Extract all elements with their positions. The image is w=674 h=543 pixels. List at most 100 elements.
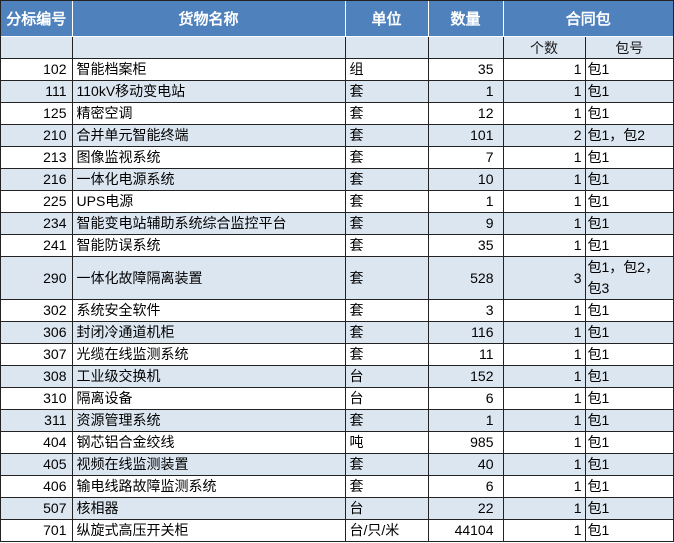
cell-pkg-count: 1 [503, 80, 586, 103]
cell-pkg-no: 包1 [585, 453, 674, 476]
cell-pkg-count: 2 [503, 124, 586, 147]
table-row: 225 UPS电源套 1 1 包1 [1, 190, 674, 213]
cell-name: 钢芯铝合金绞线 [72, 431, 346, 454]
cell-qty: 40 [428, 453, 504, 476]
cell-pkg-no: 包1 [585, 212, 674, 235]
header-qty-spacer [428, 36, 504, 59]
cell-qty: 1 [428, 190, 504, 213]
cell-bid: 306 [1, 321, 73, 344]
table-row: 311 资源管理系统套 1 1 包1 [1, 409, 674, 432]
cell-name: 智能变电站辅助系统综合监控平台 [72, 212, 346, 235]
cell-bid: 111 [1, 80, 73, 103]
cell-unit: 套 [345, 146, 429, 169]
cell-qty: 35 [428, 234, 504, 257]
table-row: 507 核相器台 22 1 包1 [1, 497, 674, 520]
cell-pkg-count: 1 [503, 168, 586, 191]
cell-qty: 116 [428, 321, 504, 344]
cell-qty: 12 [428, 102, 504, 125]
cell-name: 视频在线监测装置 [72, 453, 346, 476]
cell-name: UPS电源 [72, 190, 346, 213]
cell-bid: 225 [1, 190, 73, 213]
cell-pkg-no: 包1 [585, 387, 674, 410]
cell-bid: 302 [1, 299, 73, 322]
cell-name: 智能防误系统 [72, 234, 346, 257]
cell-pkg-no: 包1 [585, 102, 674, 125]
cell-name: 图像监视系统 [72, 146, 346, 169]
cell-qty: 152 [428, 365, 504, 388]
header-package-count: 个数 [503, 36, 586, 59]
header-quantity: 数量 [428, 1, 504, 37]
cell-name: 纵旋式高压开关柜 [72, 519, 346, 541]
cell-unit: 套 [345, 409, 429, 432]
cell-bid: 406 [1, 475, 73, 498]
cell-qty: 22 [428, 497, 504, 520]
cell-qty: 6 [428, 387, 504, 410]
cell-unit: 台 [345, 365, 429, 388]
cell-bid: 213 [1, 146, 73, 169]
table-row: 404 钢芯铝合金绞线吨 985 1 包1 [1, 431, 674, 454]
cell-bid: 701 [1, 519, 73, 541]
cell-pkg-count: 1 [503, 102, 586, 125]
cell-pkg-no: 包1 [585, 519, 674, 541]
cell-bid: 405 [1, 453, 73, 476]
cell-name: 精密空调 [72, 102, 346, 125]
cell-unit: 套 [345, 124, 429, 147]
cell-pkg-no: 包1 [585, 58, 674, 81]
cell-bid: 290 [1, 256, 73, 300]
cell-pkg-no: 包1 [585, 80, 674, 103]
cell-pkg-no: 包1 [585, 146, 674, 169]
cell-unit: 套 [345, 80, 429, 103]
cell-name: 输电线路故障监测系统 [72, 475, 346, 498]
cell-name: 一体化故障隔离装置 [72, 256, 346, 300]
table-row: 111 110kV移动变电站套 1 1 包1 [1, 80, 674, 103]
cell-unit: 套 [345, 234, 429, 257]
cell-qty: 985 [428, 431, 504, 454]
cell-bid: 216 [1, 168, 73, 191]
cell-unit: 套 [345, 190, 429, 213]
cell-unit: 套 [345, 256, 429, 300]
cell-bid: 102 [1, 58, 73, 81]
table-row: 307 光缆在线监测系统套 11 1 包1 [1, 343, 674, 366]
cell-pkg-count: 1 [503, 519, 586, 541]
cell-pkg-no: 包1 [585, 475, 674, 498]
cell-name: 资源管理系统 [72, 409, 346, 432]
cell-name: 合并单元智能终端 [72, 124, 346, 147]
cell-pkg-count: 1 [503, 365, 586, 388]
cell-unit: 台 [345, 387, 429, 410]
table-row: 310 隔离设备台 6 1 包1 [1, 387, 674, 410]
table-row: 213 图像监视系统套 7 1 包1 [1, 146, 674, 169]
cell-qty: 10 [428, 168, 504, 191]
cell-pkg-no: 包1 [585, 168, 674, 191]
cell-unit: 套 [345, 475, 429, 498]
cell-unit: 套 [345, 168, 429, 191]
cell-bid: 311 [1, 409, 73, 432]
cell-qty: 6 [428, 475, 504, 498]
table-row: 302 系统安全软件套 3 1 包1 [1, 299, 674, 322]
table-row: 406 输电线路故障监测系统套 6 1 包1 [1, 475, 674, 498]
cell-unit: 套 [345, 102, 429, 125]
cell-pkg-no: 包1 [585, 299, 674, 322]
table-row: 241 智能防误系统套 35 1 包1 [1, 234, 674, 257]
cell-pkg-no: 包1 [585, 234, 674, 257]
table-row: 234 智能变电站辅助系统综合监控平台套 9 1 包1 [1, 212, 674, 235]
table-row: 701 纵旋式高压开关柜 台/只/米 44104 1 包1 [1, 519, 674, 541]
table-row: 306 封闭冷通道机柜套 116 1 包1 [1, 321, 674, 344]
header-bid-spacer [1, 36, 73, 59]
cell-pkg-no: 包1 [585, 343, 674, 366]
cell-bid: 404 [1, 431, 73, 454]
cell-pkg-count: 1 [503, 321, 586, 344]
cell-bid: 210 [1, 124, 73, 147]
cell-qty: 101 [428, 124, 504, 147]
cell-pkg-no: 包1 [585, 497, 674, 520]
cell-bid: 307 [1, 343, 73, 366]
cell-unit: 套 [345, 299, 429, 322]
cell-unit: 台/只/米 [345, 519, 429, 541]
header-contract-package: 合同包 [503, 1, 674, 37]
cell-pkg-count: 1 [503, 409, 586, 432]
cell-qty: 35 [428, 58, 504, 81]
header-package-no: 包号 [585, 36, 674, 59]
cell-name: 光缆在线监测系统 [72, 343, 346, 366]
cell-qty: 1 [428, 409, 504, 432]
cell-bid: 234 [1, 212, 73, 235]
